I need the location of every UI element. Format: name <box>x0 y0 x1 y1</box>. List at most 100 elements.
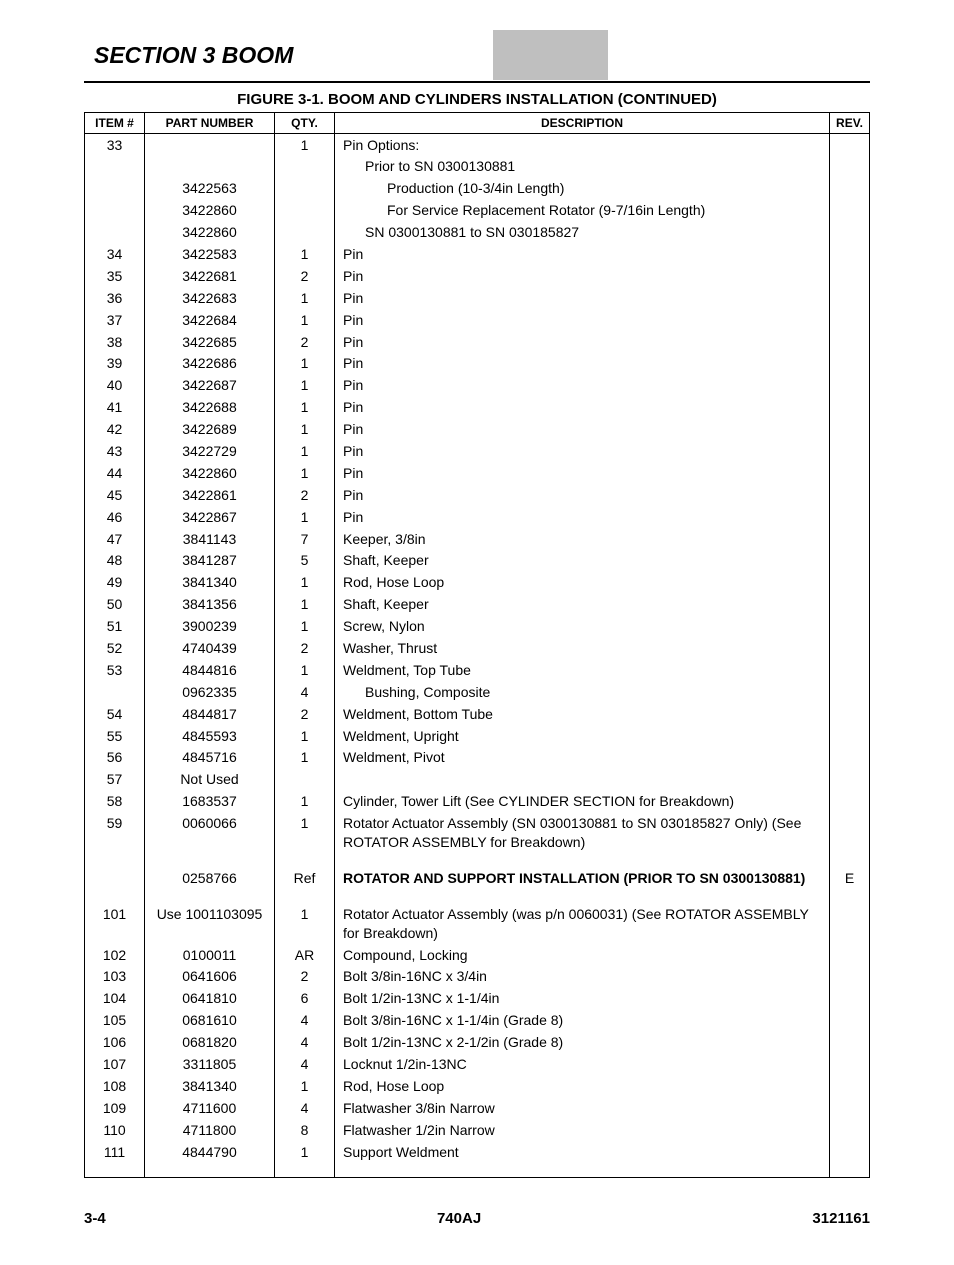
cell-rev <box>830 1010 870 1032</box>
cell-desc: Keeper, 3/8in <box>335 528 830 550</box>
cell-qty: 1 <box>275 375 335 397</box>
cell-desc: Weldment, Bottom Tube <box>335 703 830 725</box>
cell-item: 53 <box>85 659 145 681</box>
cell-item: 52 <box>85 637 145 659</box>
table-row: 3534226812Pin <box>85 265 870 287</box>
cell-qty: 5 <box>275 550 335 572</box>
cell-desc: Pin <box>335 506 830 528</box>
cell-qty: 1 <box>275 725 335 747</box>
cell-rev <box>830 747 870 769</box>
cell-item: 54 <box>85 703 145 725</box>
table-row: 4034226871Pin <box>85 375 870 397</box>
cell-desc: Pin <box>335 462 830 484</box>
cell-item: 34 <box>85 243 145 265</box>
col-part: PART NUMBER <box>145 113 275 134</box>
cell-item: 55 <box>85 725 145 747</box>
cell-desc: Weldment, Top Tube <box>335 659 830 681</box>
cell-qty: 7 <box>275 528 335 550</box>
cell-rev <box>830 353 870 375</box>
cell-desc: Production (10-3/4in Length) <box>335 178 830 200</box>
col-rev: REV. <box>830 113 870 134</box>
cell-qty: 1 <box>275 243 335 265</box>
cell-item: 47 <box>85 528 145 550</box>
cell-item <box>85 200 145 222</box>
cell-rev <box>830 484 870 506</box>
table-row: 5038413561Shaft, Keeper <box>85 594 870 616</box>
table-row: 3634226831Pin <box>85 287 870 309</box>
cell-desc: Pin <box>335 243 830 265</box>
cell-rev <box>830 156 870 178</box>
cell-desc: Pin Options: <box>335 134 830 156</box>
table-row: 57Not Used <box>85 769 870 791</box>
footer-right: 3121161 <box>812 1210 870 1227</box>
table-row: 4134226881Pin <box>85 397 870 419</box>
cell-item: 33 <box>85 134 145 156</box>
cell-rev <box>830 966 870 988</box>
cell-qty: AR <box>275 944 335 966</box>
cell-qty: 8 <box>275 1119 335 1141</box>
cell-rev <box>830 243 870 265</box>
cell-item: 35 <box>85 265 145 287</box>
cell-rev <box>830 725 870 747</box>
section-title: SECTION 3 BOOM <box>84 30 870 79</box>
table-row: 10606818204Bolt 1/2in-13NC x 2-1/2in (Gr… <box>85 1032 870 1054</box>
cell-desc: Pin <box>335 265 830 287</box>
cell-desc: Rod, Hose Loop <box>335 572 830 594</box>
cell-qty: 2 <box>275 331 335 353</box>
table-row: 3422860For Service Replacement Rotator (… <box>85 200 870 222</box>
cell-part: 0962335 <box>145 681 275 703</box>
cell-item: 39 <box>85 353 145 375</box>
cell-rev <box>830 903 870 944</box>
cell-item: 43 <box>85 440 145 462</box>
cell-desc: For Service Replacement Rotator (9-7/16i… <box>335 200 830 222</box>
table-row: 3422563Production (10-3/4in Length) <box>85 178 870 200</box>
cell-qty: 1 <box>275 616 335 638</box>
cell-rev <box>830 178 870 200</box>
table-row: 5648457161Weldment, Pivot <box>85 747 870 769</box>
cell-item <box>85 156 145 178</box>
cell-part: 4711800 <box>145 1119 275 1141</box>
cell-rev <box>830 331 870 353</box>
cell-desc: Pin <box>335 484 830 506</box>
cell-rev <box>830 791 870 813</box>
cell-item <box>85 178 145 200</box>
cell-qty: 1 <box>275 462 335 484</box>
table-row: 10306416062Bolt 3/8in-16NC x 3/4in <box>85 966 870 988</box>
cell-qty: 1 <box>275 440 335 462</box>
cell-desc <box>335 769 830 791</box>
cell-part: Use 1001103095 <box>145 903 275 944</box>
cell-item: 102 <box>85 944 145 966</box>
cell-rev <box>830 528 870 550</box>
figure-title: FIGURE 3-1. BOOM AND CYLINDERS INSTALLAT… <box>0 91 954 108</box>
cell-rev <box>830 397 870 419</box>
cell-qty: 1 <box>275 309 335 331</box>
cell-item: 49 <box>85 572 145 594</box>
cell-part: 4845716 <box>145 747 275 769</box>
table-row: 11047118008Flatwasher 1/2in Narrow <box>85 1119 870 1141</box>
cell-rev <box>830 1141 870 1178</box>
cell-part: 3422861 <box>145 484 275 506</box>
cell-item: 107 <box>85 1054 145 1076</box>
cell-item: 108 <box>85 1075 145 1097</box>
cell-rev <box>830 265 870 287</box>
cell-item: 106 <box>85 1032 145 1054</box>
table-row: 4838412875Shaft, Keeper <box>85 550 870 572</box>
table-row: 5348448161Weldment, Top Tube <box>85 659 870 681</box>
cell-qty: 1 <box>275 903 335 944</box>
cell-qty: 1 <box>275 506 335 528</box>
cell-part: 3422860 <box>145 462 275 484</box>
cell-part: 4844816 <box>145 659 275 681</box>
cell-part: 3422583 <box>145 243 275 265</box>
cell-part: 3422683 <box>145 287 275 309</box>
table-row: 09623354Bushing, Composite <box>85 681 870 703</box>
cell-desc: Washer, Thrust <box>335 637 830 659</box>
cell-part: Not Used <box>145 769 275 791</box>
cell-part: 3422689 <box>145 419 275 441</box>
cell-desc: Prior to SN 0300130881 <box>335 156 830 178</box>
cell-desc: Flatwasher 3/8in Narrow <box>335 1097 830 1119</box>
cell-qty: 1 <box>275 397 335 419</box>
cell-part: 3422860 <box>145 222 275 244</box>
cell-qty: 1 <box>275 747 335 769</box>
cell-desc: Rotator Actuator Assembly (SN 0300130881… <box>335 813 830 854</box>
table-row: 5816835371Cylinder, Tower Lift (See CYLI… <box>85 791 870 813</box>
